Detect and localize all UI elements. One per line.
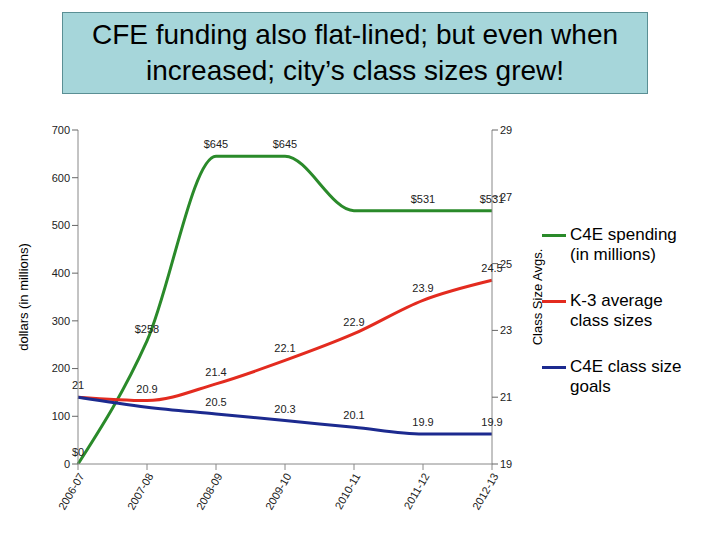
svg-text:2010-11: 2010-11 bbox=[332, 471, 362, 511]
svg-text:2009-10: 2009-10 bbox=[263, 471, 294, 512]
svg-text:dollars (in millions): dollars (in millions) bbox=[16, 243, 31, 351]
svg-text:500: 500 bbox=[52, 219, 70, 231]
svg-text:200: 200 bbox=[52, 362, 70, 374]
svg-text:700: 700 bbox=[52, 124, 70, 136]
svg-text:$645: $645 bbox=[273, 138, 297, 150]
svg-text:23.9: 23.9 bbox=[412, 282, 433, 294]
html-text:CFE funding also flat-lined; b: CFE funding also flat-lined; but even wh… bbox=[92, 19, 618, 86]
svg-text:19.9: 19.9 bbox=[481, 416, 502, 428]
svg-text:22.9: 22.9 bbox=[343, 316, 364, 328]
html-text:C4E spending (in millions): C4E spending (in millions) bbox=[570, 225, 677, 264]
svg-text:23: 23 bbox=[500, 324, 512, 336]
svg-text:2011-12: 2011-12 bbox=[401, 471, 431, 511]
svg-text:400: 400 bbox=[52, 267, 70, 279]
svg-text:20.5: 20.5 bbox=[205, 396, 226, 408]
svg-text:100: 100 bbox=[52, 410, 70, 422]
svg-text:20.9: 20.9 bbox=[136, 383, 157, 395]
svg-text:21.4: 21.4 bbox=[205, 366, 226, 378]
svg-text:300: 300 bbox=[52, 315, 70, 327]
svg-text:29: 29 bbox=[500, 124, 512, 136]
html-text:K-3 average class sizes: K-3 average class sizes bbox=[570, 291, 663, 330]
svg-text:600: 600 bbox=[52, 172, 70, 184]
svg-text:25: 25 bbox=[500, 257, 513, 270]
svg-text:2008-09: 2008-09 bbox=[194, 471, 225, 512]
svg-text:2012-13: 2012-13 bbox=[470, 471, 501, 512]
svg-text:$531: $531 bbox=[480, 193, 504, 205]
svg-text:27: 27 bbox=[500, 190, 513, 203]
svg-text:20.3: 20.3 bbox=[274, 403, 295, 415]
html-text:C4E class size goals: C4E class size goals bbox=[570, 357, 682, 396]
svg-text:$531: $531 bbox=[411, 193, 435, 205]
svg-text:19.9: 19.9 bbox=[412, 416, 433, 428]
svg-text:21: 21 bbox=[500, 391, 512, 403]
svg-text:Class Size Avgs.: Class Size Avgs. bbox=[530, 249, 545, 346]
svg-text:2006-07: 2006-07 bbox=[56, 471, 87, 512]
svg-text:20.1: 20.1 bbox=[343, 409, 364, 421]
svg-text:24.5: 24.5 bbox=[481, 262, 502, 274]
svg-text:0: 0 bbox=[64, 458, 70, 470]
svg-text:$0: $0 bbox=[72, 446, 84, 458]
svg-text:2007-08: 2007-08 bbox=[125, 471, 156, 512]
svg-text:21: 21 bbox=[72, 379, 84, 391]
svg-text:19: 19 bbox=[500, 458, 512, 470]
svg-text:$645: $645 bbox=[204, 138, 228, 150]
svg-text:$258: $258 bbox=[135, 323, 159, 335]
svg-text:22.1: 22.1 bbox=[274, 342, 295, 354]
